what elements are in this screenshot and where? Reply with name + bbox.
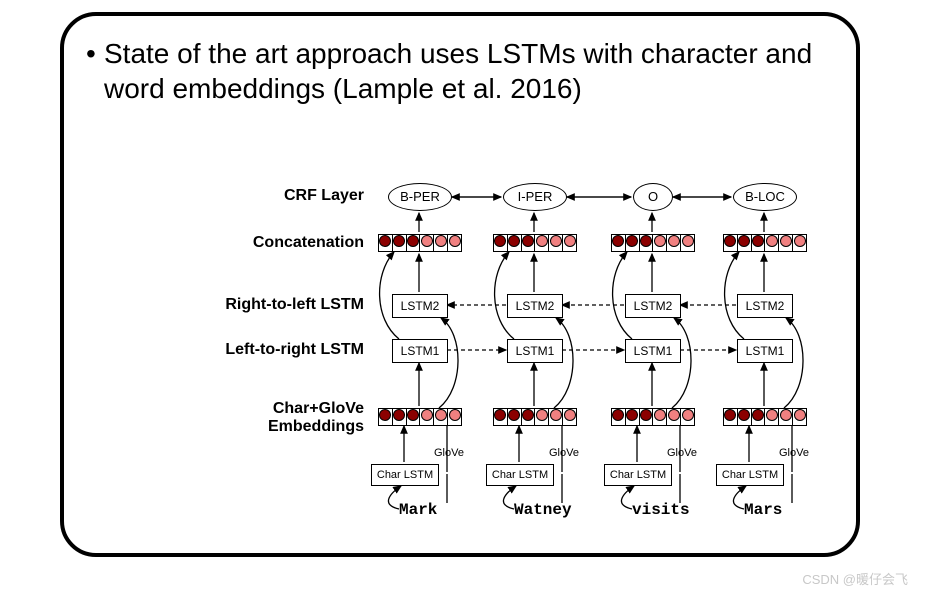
vector: [378, 408, 462, 426]
crf-node: B-LOC: [733, 183, 797, 211]
vector: [493, 234, 577, 252]
word-label: Mars: [744, 501, 782, 519]
vector: [378, 234, 462, 252]
char-lstm-box: Char LSTM: [486, 464, 554, 486]
vector: [723, 408, 807, 426]
crf-node: B-PER: [388, 183, 452, 211]
vector: [723, 234, 807, 252]
crf-node: O: [633, 183, 673, 211]
label-r2l: Right-to-left LSTM: [225, 296, 364, 314]
lstm1-box: LSTM1: [507, 339, 563, 363]
glove-label: GloVe: [434, 447, 464, 459]
char-lstm-box: Char LSTM: [371, 464, 439, 486]
bullet-dot: •: [86, 36, 96, 71]
vector: [611, 408, 695, 426]
lstm2-box: LSTM2: [625, 294, 681, 318]
word-label: visits: [632, 501, 690, 519]
label-embed2: Embeddings: [268, 418, 364, 436]
crf-node: I-PER: [503, 183, 567, 211]
glove-label: GloVe: [667, 447, 697, 459]
char-lstm-box: Char LSTM: [604, 464, 672, 486]
bullet-content: State of the art approach uses LSTMs wit…: [104, 38, 812, 104]
label-l2r: Left-to-right LSTM: [225, 341, 364, 359]
glove-label: GloVe: [779, 447, 809, 459]
lstm1-box: LSTM1: [737, 339, 793, 363]
bullet-text: • State of the art approach uses LSTMs w…: [104, 36, 824, 106]
vector: [493, 408, 577, 426]
lstm2-box: LSTM2: [507, 294, 563, 318]
architecture-diagram: CRF Layer Concatenation Right-to-left LSTM…: [64, 161, 859, 551]
vector: [611, 234, 695, 252]
watermark: CSDN @暖仔会飞: [802, 569, 908, 588]
word-label: Mark: [399, 501, 437, 519]
lstm1-box: LSTM1: [392, 339, 448, 363]
lstm2-box: LSTM2: [392, 294, 448, 318]
lstm1-box: LSTM1: [625, 339, 681, 363]
label-crf: CRF Layer: [284, 187, 364, 205]
glove-label: GloVe: [549, 447, 579, 459]
label-embed1: Char+GloVe: [273, 400, 364, 418]
lstm2-box: LSTM2: [737, 294, 793, 318]
slide-card: • State of the art approach uses LSTMs w…: [60, 12, 860, 557]
word-label: Watney: [514, 501, 572, 519]
char-lstm-box: Char LSTM: [716, 464, 784, 486]
label-concat: Concatenation: [253, 234, 364, 252]
